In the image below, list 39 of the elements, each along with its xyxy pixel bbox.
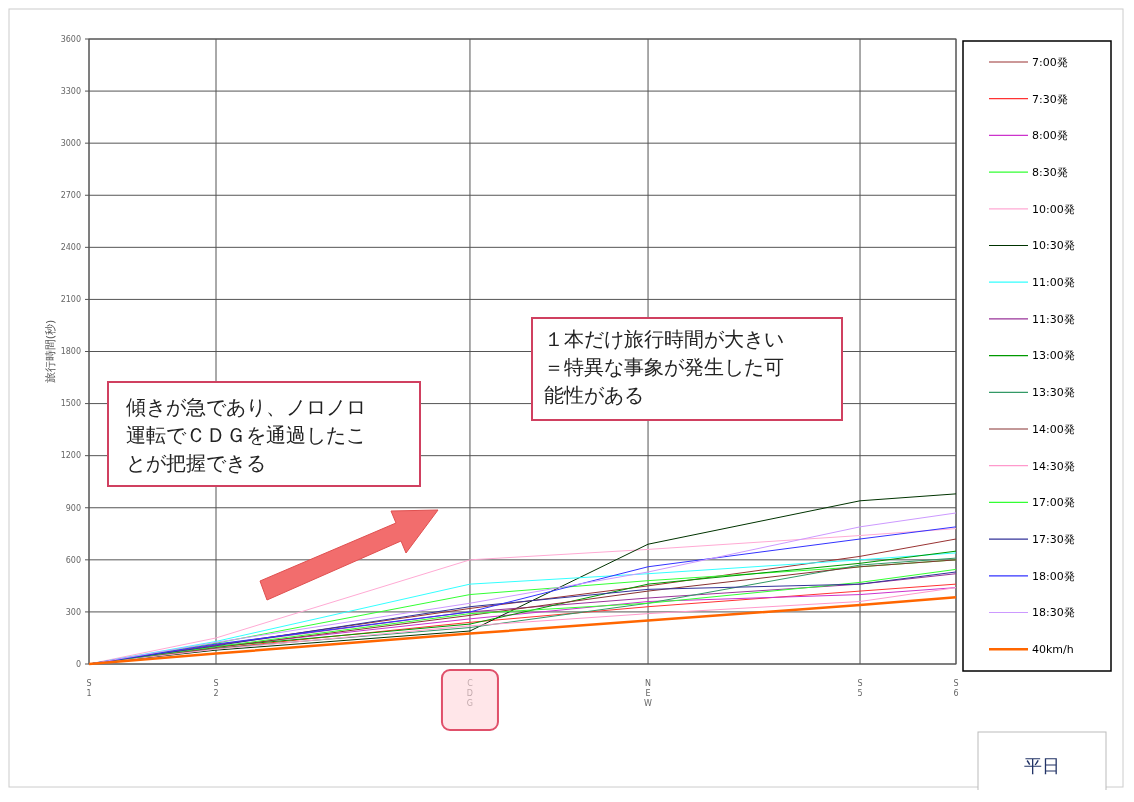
- y-tick-label: 3600: [60, 34, 81, 44]
- y-tick-label: 3000: [60, 138, 81, 148]
- y-tick-label: 900: [65, 503, 81, 513]
- y-tick-label: 0: [75, 659, 81, 669]
- y-tick-label: 3300: [60, 86, 81, 96]
- legend-label: 7:30発: [1032, 92, 1068, 106]
- legend-label: 8:00発: [1032, 129, 1068, 143]
- x-tick-label: NEW: [644, 679, 653, 708]
- legend-label: 18:00発: [1032, 569, 1075, 583]
- x-tick-label: S1: [86, 679, 92, 698]
- legend-label: 17:30発: [1032, 532, 1075, 546]
- legend-label: 8:30発: [1032, 165, 1068, 179]
- legend-label: 18:30発: [1032, 606, 1075, 620]
- y-tick-label: 600: [65, 555, 81, 565]
- y-tick-label: 2400: [60, 243, 81, 253]
- legend-label: 14:00発: [1032, 422, 1075, 436]
- x-tick-label: S5: [857, 679, 863, 698]
- x-tick-label: S6: [953, 679, 959, 698]
- x-tick-label: S2: [213, 679, 219, 698]
- y-tick-label: 1800: [60, 347, 81, 357]
- legend-label: 7:00発: [1032, 55, 1068, 69]
- annotation: １本だけ旅行時間が大きい＝特異な事象が発生した可能性がある: [544, 327, 784, 407]
- legend-label: 14:30発: [1032, 459, 1075, 473]
- y-tick-label: 2700: [60, 191, 81, 201]
- y-tick-label: 1200: [60, 451, 81, 461]
- y-tick-label: 1500: [60, 399, 81, 409]
- y-tick-label: 2100: [60, 295, 81, 305]
- legend-label: 11:00発: [1032, 276, 1075, 290]
- legend-label: 13:00発: [1032, 349, 1075, 363]
- annotation: 傾きが急であり、ノロノロ運転でＣＤＧを通過したことが把握できる: [126, 395, 366, 475]
- legend-label: 40km/h: [1032, 643, 1074, 657]
- y-tick-label: 300: [65, 607, 81, 617]
- legend-label: 11:30発: [1032, 312, 1075, 326]
- legend-label: 10:00発: [1032, 202, 1075, 216]
- text: 平日: [1024, 755, 1060, 776]
- legend-label: 10:30発: [1032, 239, 1075, 253]
- y-axis-title: 旅行時間(秒): [44, 319, 57, 384]
- legend-label: 17:00発: [1032, 496, 1075, 510]
- legend-label: 13:30発: [1032, 386, 1075, 400]
